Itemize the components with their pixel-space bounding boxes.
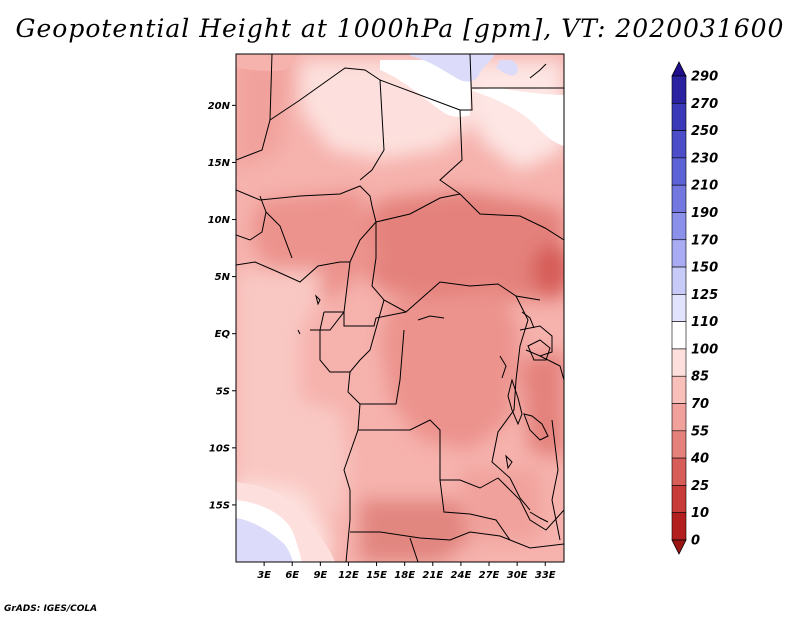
lat-tick-label: 20N — [208, 101, 231, 112]
colorbar-label: 40 — [690, 452, 709, 467]
colorbar-label: 270 — [691, 97, 718, 112]
colorbar-swatch — [671, 102, 687, 131]
colorbar-top-arrow — [671, 61, 687, 77]
lat-tick-label: 5N — [215, 272, 231, 283]
lat-tick-label: 15S — [209, 500, 230, 511]
colorbar-label: 70 — [691, 397, 709, 412]
colorbar-label: 170 — [691, 233, 718, 248]
colorbar: 2902702502302101901701501251101008570554… — [671, 61, 718, 555]
colorbar-swatch — [671, 266, 687, 295]
colorbar-label: 190 — [691, 206, 718, 221]
lon-tick-label: 15E — [366, 570, 387, 581]
colorbar-label: 150 — [691, 261, 718, 276]
colorbar-label: 25 — [691, 479, 709, 494]
chart-title: Geopotential Height at 1000hPa [gpm], VT… — [15, 14, 785, 43]
colorbar-swatch — [671, 430, 687, 459]
colorbar-label: 110 — [691, 315, 718, 330]
colorbar-label: 125 — [691, 288, 718, 303]
colorbar-bottom-arrow — [671, 539, 687, 555]
colorbar-label: 100 — [691, 342, 718, 357]
colorbar-swatch — [671, 130, 687, 159]
colorbar-label: 85 — [691, 370, 709, 385]
lon-tick-label: 12E — [338, 570, 359, 581]
lon-tick-label: 9E — [313, 570, 327, 581]
colorbar-swatch — [671, 457, 687, 486]
colorbar-label: 210 — [691, 179, 718, 194]
longitude-axis: 3E 6E 9E 12E 15E 18E 21E 24E 27E 30E 33E — [257, 562, 556, 581]
colorbar-swatch — [671, 157, 687, 186]
lat-tick-label: 5S — [216, 386, 230, 397]
colorbar-label: 10 — [691, 506, 709, 521]
lon-tick-label: 30E — [507, 570, 528, 581]
colorbar-swatch — [671, 184, 687, 213]
colorbar-swatch — [671, 321, 687, 350]
colorbar-swatch — [671, 348, 687, 377]
lat-tick-label: 15N — [208, 158, 231, 169]
colorbar-swatch — [671, 375, 687, 404]
lon-tick-label: 24E — [451, 570, 472, 581]
lat-tick-label: EQ — [215, 329, 231, 340]
colorbar-swatch — [671, 512, 687, 541]
colorbar-swatch — [671, 294, 687, 322]
colorbar-swatch — [671, 403, 687, 432]
lat-tick-label: 10S — [209, 443, 230, 454]
colorbar-swatch — [671, 212, 687, 241]
lon-tick-label: 6E — [285, 570, 299, 581]
height-field — [236, 54, 564, 562]
country-borders — [236, 54, 564, 562]
colorbar-label: 55 — [691, 424, 709, 439]
lon-tick-label: 21E — [422, 570, 443, 581]
colorbar-label: 0 — [691, 534, 700, 549]
lat-tick-label: 10N — [208, 215, 231, 226]
colorbar-swatch — [671, 75, 687, 104]
colorbar-label: 290 — [691, 70, 718, 85]
latitude-axis: 20N 15N 10N 5N EQ 5S 10S 15S — [208, 101, 236, 511]
map-frame — [235, 53, 565, 563]
colorbar-label: 250 — [691, 124, 718, 139]
lon-tick-label: 27E — [479, 570, 500, 581]
lon-tick-label: 18E — [394, 570, 415, 581]
lon-tick-label: 33E — [535, 570, 556, 581]
credit-label: GrADS: IGES/COLA — [4, 604, 98, 614]
colorbar-label: 230 — [691, 151, 718, 166]
colorbar-swatch — [671, 239, 687, 268]
lon-tick-label: 3E — [257, 570, 271, 581]
colorbar-swatch — [671, 485, 687, 514]
